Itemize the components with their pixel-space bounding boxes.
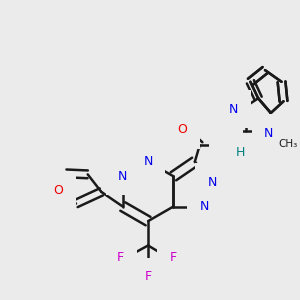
Text: H: H (236, 146, 245, 159)
Text: F: F (117, 251, 124, 264)
Text: F: F (170, 251, 177, 264)
Text: N: N (118, 170, 128, 183)
Text: N: N (229, 103, 239, 116)
Text: N: N (200, 200, 209, 213)
Text: N: N (143, 155, 153, 168)
Text: N: N (221, 138, 231, 151)
Text: O: O (53, 184, 63, 197)
Text: N: N (208, 176, 217, 189)
Text: O: O (177, 123, 187, 136)
Text: CH₃: CH₃ (279, 139, 298, 149)
Text: F: F (145, 270, 152, 283)
Text: N: N (264, 127, 274, 140)
